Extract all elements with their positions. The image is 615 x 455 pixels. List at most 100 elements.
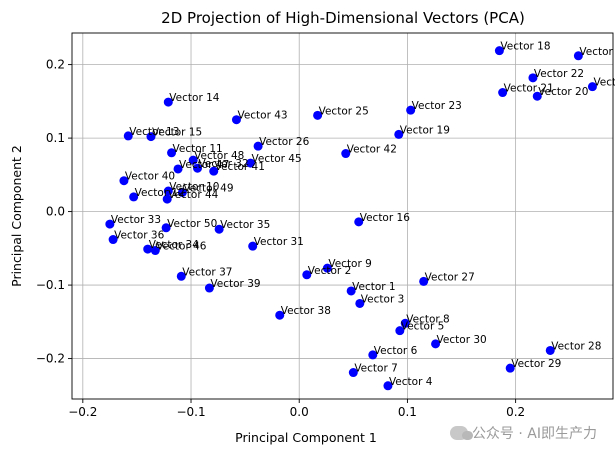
point-label: Vector 43 — [237, 110, 287, 122]
point-label: Vector 38 — [281, 305, 331, 317]
plot-area-frame — [71, 32, 614, 400]
data-point — [108, 235, 118, 245]
data-point — [313, 110, 323, 120]
point-label: Vector 12 — [135, 187, 185, 199]
point-label: Vector 13 — [129, 126, 179, 138]
point-label: Vector 49 — [183, 182, 233, 194]
point-label: Vector 19 — [400, 124, 450, 136]
y-tick-label: 0.0 — [46, 205, 65, 219]
y-tick-label: −0.2 — [36, 352, 65, 366]
point-label: Vector 18 — [500, 41, 550, 53]
point-label: Vector 17 — [579, 46, 615, 58]
data-point — [545, 345, 555, 355]
data-point — [419, 276, 429, 286]
point-label: Vector 42 — [347, 144, 397, 156]
point-label: Vector 31 — [254, 236, 304, 248]
point-label: Vector 46 — [156, 241, 206, 253]
point-label: Vector 4 — [389, 376, 433, 388]
point-label: Vector 1 — [352, 281, 395, 293]
data-point — [231, 115, 241, 125]
point-label: Vector 27 — [425, 271, 475, 283]
data-point — [161, 223, 171, 233]
point-label: Vector 48 — [194, 150, 244, 162]
point-label: Vector 26 — [259, 136, 309, 148]
point-label: Vector 11 — [173, 143, 223, 155]
watermark-text: 公众号 · AI即生产力 — [471, 426, 597, 442]
watermark: 公众号 · AI即生产力 — [449, 423, 597, 443]
data-point — [395, 326, 405, 336]
y-tick-label: 0.1 — [46, 131, 65, 145]
point-label: Vector 10 — [169, 181, 219, 193]
data-point — [143, 244, 153, 254]
data-point — [246, 158, 256, 168]
data-point — [355, 298, 365, 308]
data-point — [214, 224, 224, 234]
data-point — [105, 219, 115, 229]
data-point — [368, 350, 378, 360]
point-label: Vector 44 — [168, 189, 218, 201]
data-point — [173, 164, 183, 174]
data-point — [129, 192, 139, 202]
point-label: Vector 16 — [360, 212, 410, 224]
point-label: Vector 36 — [114, 230, 164, 242]
point-label: Vector 5 — [401, 321, 444, 333]
y-axis-ticks: −0.2 −0.1 0.0 0.1 0.2 — [36, 58, 72, 366]
data-point — [162, 194, 172, 204]
point-label: Vector 32 — [199, 158, 249, 170]
point-label: Vector 24 — [593, 77, 615, 89]
y-tick-label: 0.2 — [46, 58, 65, 72]
point-label: Vector 21 — [504, 83, 554, 95]
data-point — [193, 163, 203, 173]
point-label: Vector 30 — [437, 334, 487, 346]
x-tick-label: 0.0 — [290, 405, 309, 419]
y-tick-label: −0.1 — [36, 278, 65, 292]
point-label: Vector 37 — [182, 266, 232, 278]
data-point — [204, 283, 214, 293]
data-points — [105, 46, 597, 391]
point-label: Vector 7 — [354, 363, 397, 375]
data-point — [123, 131, 133, 141]
x-tick-label: 0.2 — [506, 405, 525, 419]
data-point — [573, 51, 583, 61]
data-point — [146, 132, 156, 142]
data-point — [394, 129, 404, 139]
data-point — [528, 73, 538, 83]
data-point — [532, 91, 542, 101]
grid — [72, 33, 613, 399]
data-point — [248, 241, 258, 251]
point-label: Vector 15 — [152, 127, 202, 139]
data-point — [119, 176, 129, 186]
data-point — [406, 105, 416, 115]
data-point — [348, 368, 358, 378]
data-point — [302, 270, 312, 280]
x-tick-label: −0.2 — [68, 405, 97, 419]
data-point — [431, 339, 441, 349]
data-point — [176, 271, 186, 281]
point-label: Vector 22 — [534, 68, 584, 80]
point-label: Vector 14 — [169, 92, 219, 104]
point-label: Vector 40 — [125, 171, 175, 183]
point-label: Vector 20 — [538, 86, 588, 98]
point-label: Vector 3 — [361, 293, 404, 305]
data-point — [188, 155, 198, 165]
x-tick-label: −0.1 — [176, 405, 205, 419]
x-tick-label: 0.1 — [398, 405, 417, 419]
point-label: Vector 33 — [111, 214, 161, 226]
point-label: Vector 2 — [308, 265, 351, 277]
point-label: Vector 23 — [412, 100, 462, 112]
y-axis-label: Principal Component 2 — [9, 145, 24, 287]
data-point — [341, 149, 351, 159]
point-label: Vector 39 — [210, 278, 260, 290]
data-point — [383, 381, 393, 391]
data-point — [275, 310, 285, 320]
point-label: Vector 35 — [220, 219, 270, 231]
data-point — [322, 263, 332, 273]
data-point — [167, 148, 177, 158]
data-point — [253, 141, 263, 151]
data-point — [494, 46, 504, 56]
data-point — [354, 217, 364, 227]
point-label: Vector 45 — [252, 153, 302, 165]
data-point — [209, 166, 219, 176]
